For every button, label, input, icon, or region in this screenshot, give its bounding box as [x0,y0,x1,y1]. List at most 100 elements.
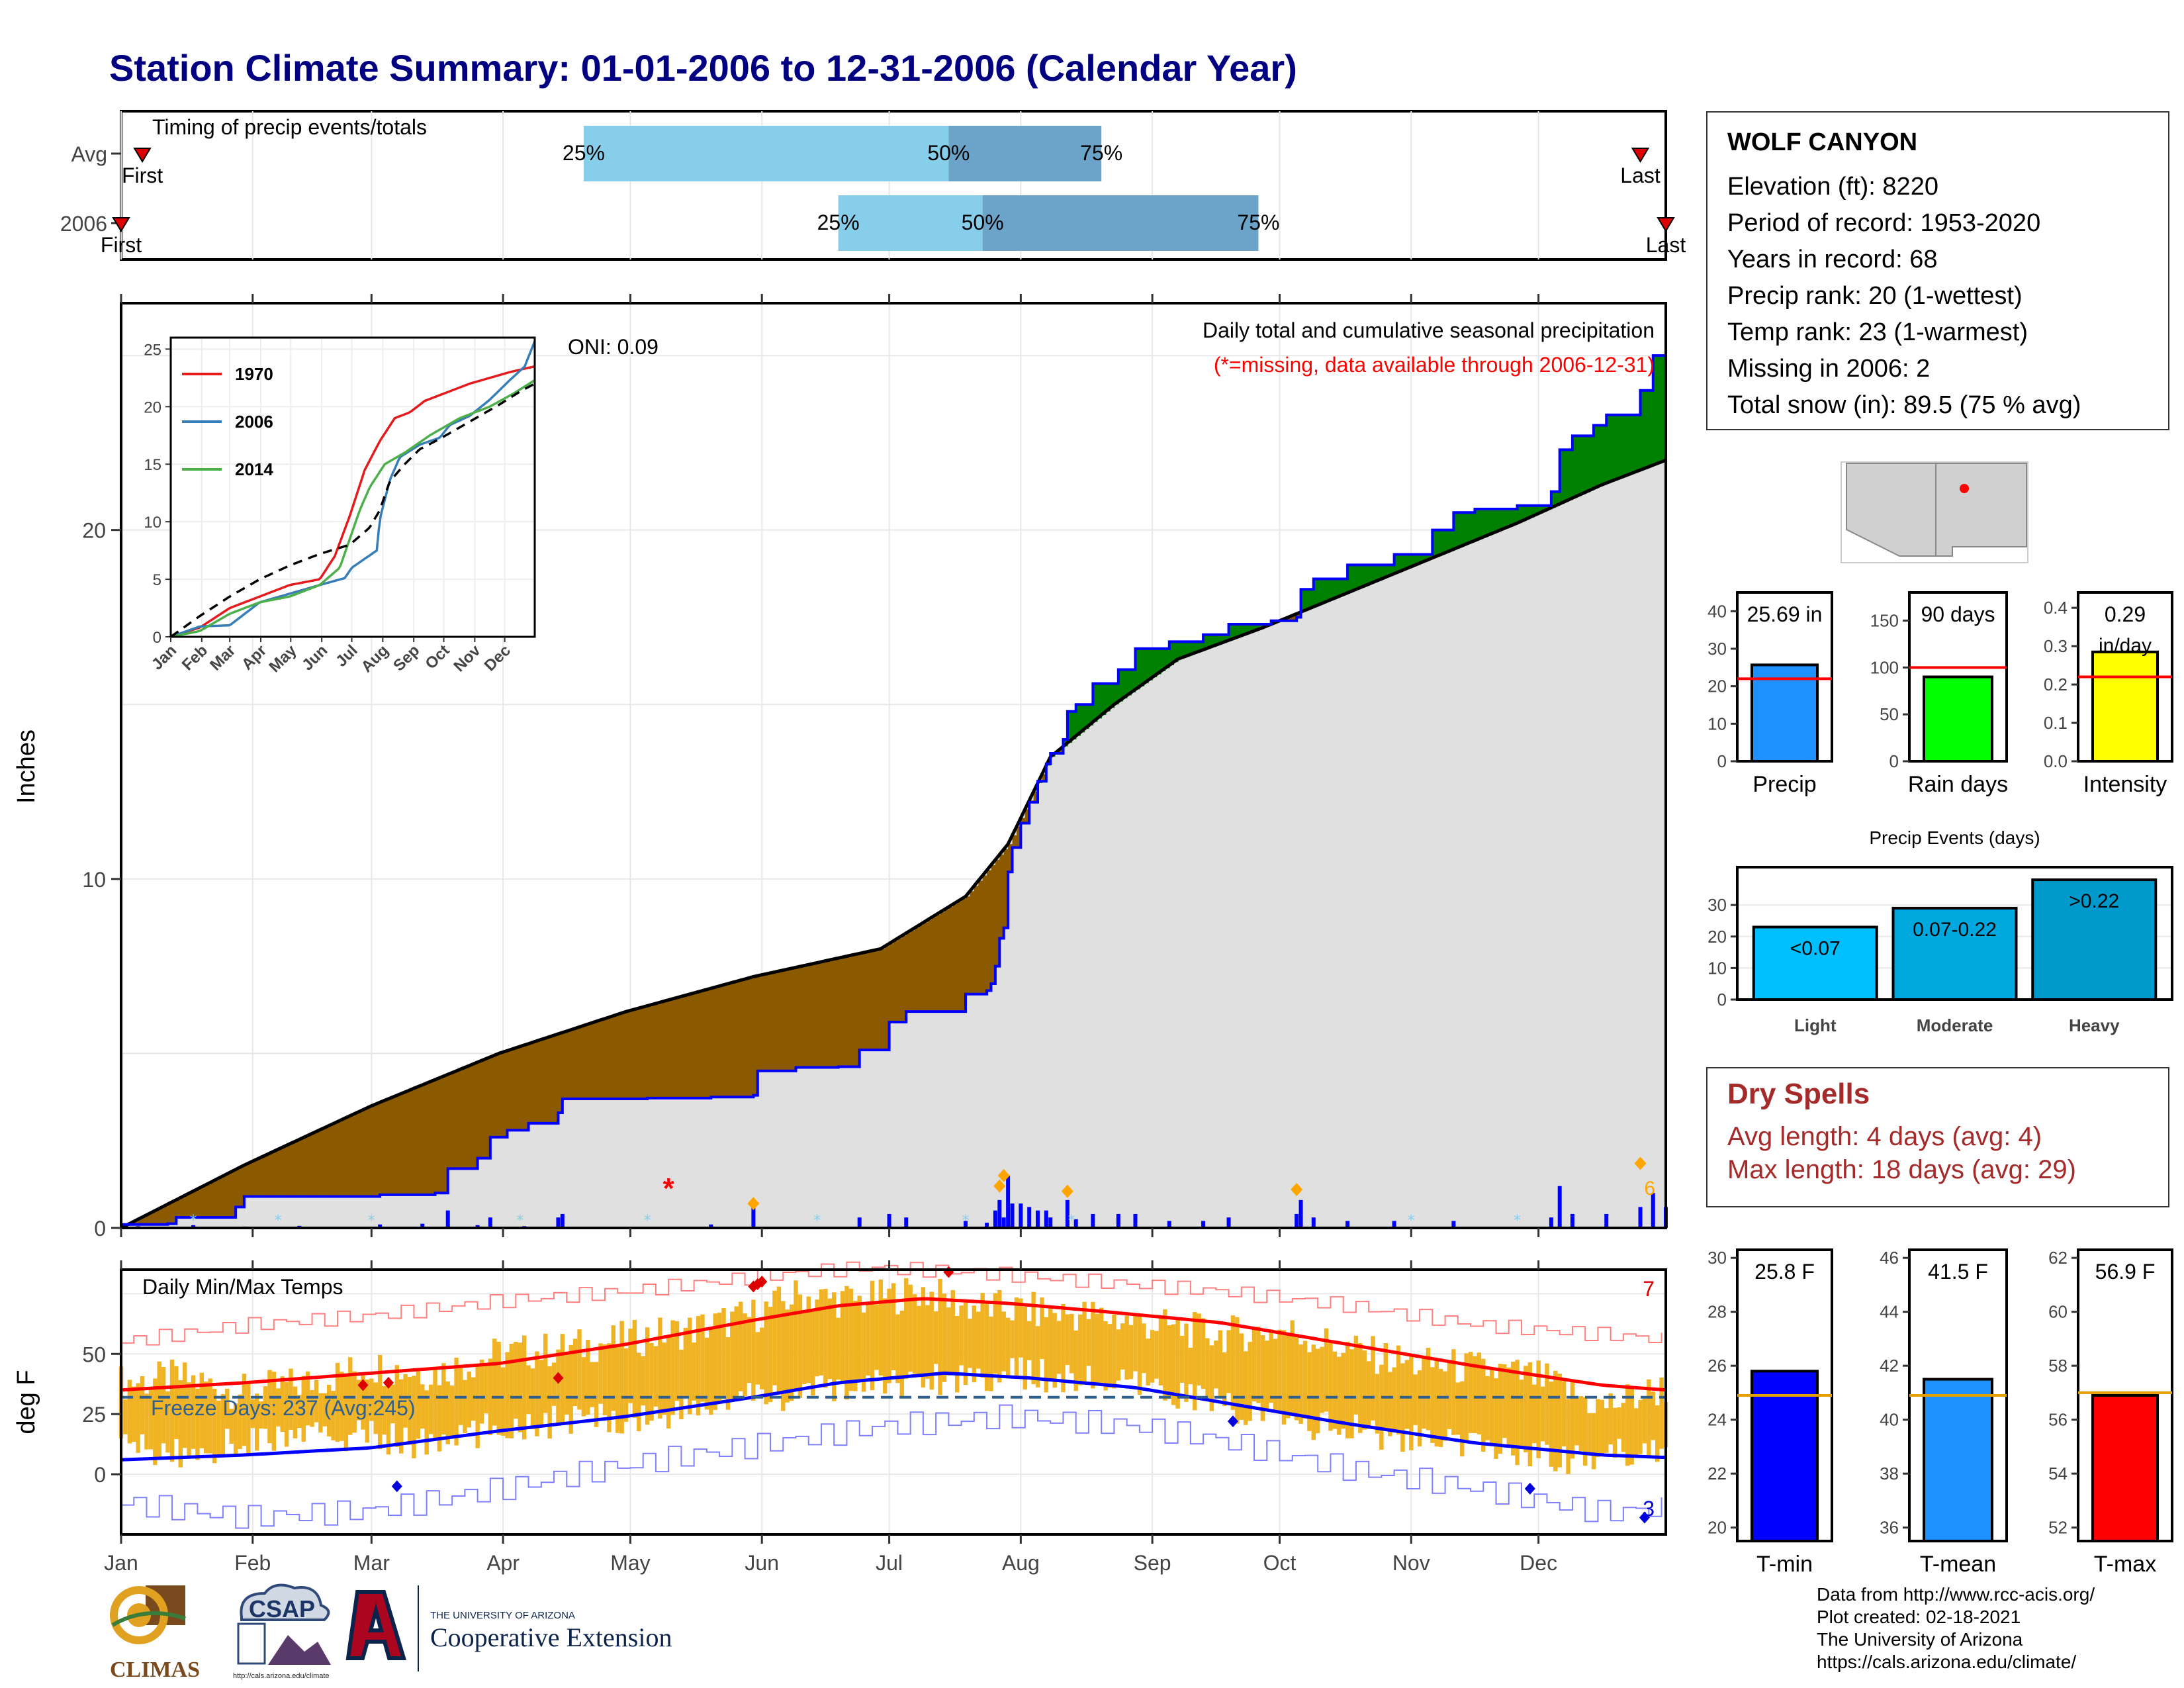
precip-departure-fill [906,933,911,1012]
precip-departure-fill [762,974,767,1071]
temp-daily-bar [1188,1347,1193,1385]
temp-daily-bar [475,1365,480,1448]
temp-daily-bar [454,1358,459,1446]
precip-events-category-label: Moderate [1917,1015,1993,1035]
temp-daily-bar [1311,1344,1316,1440]
precip-daily-bar [1065,1199,1069,1228]
rain-days-y-tick-label: 50 [1880,704,1899,724]
precip-departure-fill [1347,565,1353,593]
precip-departure-fill [338,1121,343,1197]
temp-daily-bar [1116,1329,1121,1381]
temp-daily-bar [1494,1378,1498,1459]
precip-departure-fill [889,943,894,1022]
precip-departure-fill [1186,641,1191,656]
rain-days-value-label: 90 days [1921,602,1995,626]
tmin-summary-y-tick-label: 22 [1707,1464,1727,1483]
precip-departure-fill [384,1100,389,1195]
temp-daily-bar [361,1375,365,1430]
tmax-summary-y-tick-label: 62 [2048,1248,2068,1268]
temp-daily-bar [832,1292,837,1401]
temp-x-tick-label: Mar [353,1551,390,1575]
temp-x-tick-label: Jan [104,1551,138,1575]
temp-daily-bar [1642,1398,1647,1444]
temp-daily-bar [297,1395,302,1429]
precip-departure-fill [1237,624,1242,637]
temp-daily-bar [424,1390,429,1455]
temp-daily-bar [1655,1405,1660,1462]
temp-daily-bar [895,1314,900,1383]
temp-daily-bar [1515,1360,1520,1466]
precip-daily-bar [1167,1221,1171,1228]
precip-departure-fill [770,972,776,1071]
temp-daily-bar [1052,1313,1057,1388]
precip-departure-fill [231,1171,236,1218]
temp-daily-bar [1434,1360,1439,1447]
temp-daily-bar [1341,1352,1345,1429]
precip-departure-fill [948,907,954,1012]
precip-departure-fill [520,1046,525,1131]
precip-departure-fill [1330,579,1336,600]
temp-daily-bar [136,1383,140,1453]
precip-departure-fill [715,987,720,1098]
precip-snow-marker: * [1514,1213,1521,1229]
precip-departure-fill [1322,579,1327,604]
inset-y-tick-label: 20 [144,399,161,416]
precip-departure-fill [825,961,831,1068]
precip-departure-fill [1504,509,1510,529]
temp-daily-bar [195,1388,200,1460]
precip-events-y-tick-label: 0 [1717,990,1727,1009]
temp-daily-bar [153,1378,158,1466]
precip-daily-bar [1091,1213,1095,1228]
temp-daily-bar [1473,1356,1477,1434]
precip-departure-fill [1402,554,1408,571]
precip-daily-bar [1027,1207,1032,1228]
temp-daily-bar [1582,1397,1588,1466]
precip-departure-fill [1351,565,1357,591]
precip-departure-fill [829,960,835,1068]
temp-daily-bar [1137,1314,1142,1395]
timing-label-25: 25% [563,141,605,165]
precip-departure-fill [214,1180,220,1218]
precip-departure-fill [528,1043,533,1123]
temp-daily-bar [997,1289,1002,1383]
temp-daily-bar [1604,1408,1609,1453]
precip-departure-fill [1580,436,1586,494]
precip-departure-fill [1300,589,1306,612]
precip-daily-bar [1311,1217,1316,1228]
temp-daily-bar [1035,1326,1040,1388]
precip-departure-fill [952,904,958,1012]
temp-daily-bar [887,1288,891,1383]
precip-event-marker [1291,1183,1303,1197]
precip-departure-fill [201,1186,207,1218]
precip-departure-fill [439,1078,445,1194]
precip-departure-fill [588,1024,593,1099]
temp-daily-bar [645,1327,650,1425]
precip-departure-fill [329,1125,334,1197]
temp-daily-bar [463,1380,467,1433]
precip-departure-fill [227,1174,232,1218]
temp-daily-bar [310,1389,314,1427]
temp-daily-bar [187,1382,191,1458]
precip-events-bar-label: 0.07-0.22 [1913,919,1997,941]
temp-daily-bar [683,1327,688,1398]
precip-departure-fill [159,1208,164,1225]
precip-departure-fill [1483,509,1488,538]
station-precip-rank: Precip rank: 20 (1-wettest) [1727,282,2023,310]
temp-daily-bar [1069,1313,1074,1374]
tmax-summary-y-tick-label: 52 [2048,1518,2068,1538]
tmean-summary-y-tick-label: 36 [1880,1518,1899,1538]
temp-daily-bar [1337,1356,1342,1435]
precip-total-value-label: 25.69 in [1747,602,1823,626]
temp-daily-bar [598,1343,603,1404]
temp-daily-bar [1447,1361,1452,1429]
precip-departure-fill [1224,634,1230,642]
precip-departure-fill [672,998,678,1098]
precip-departure-fill [1254,624,1259,632]
temp-daily-bar [1617,1407,1621,1439]
temp-daily-bar [1209,1345,1214,1411]
precip-departure-fill [197,1189,203,1218]
precip-departure-fill [1297,614,1302,618]
precip-departure-fill [676,998,682,1098]
temp-record-low-marker [391,1480,402,1493]
temp-x-tick-label: May [610,1551,650,1575]
